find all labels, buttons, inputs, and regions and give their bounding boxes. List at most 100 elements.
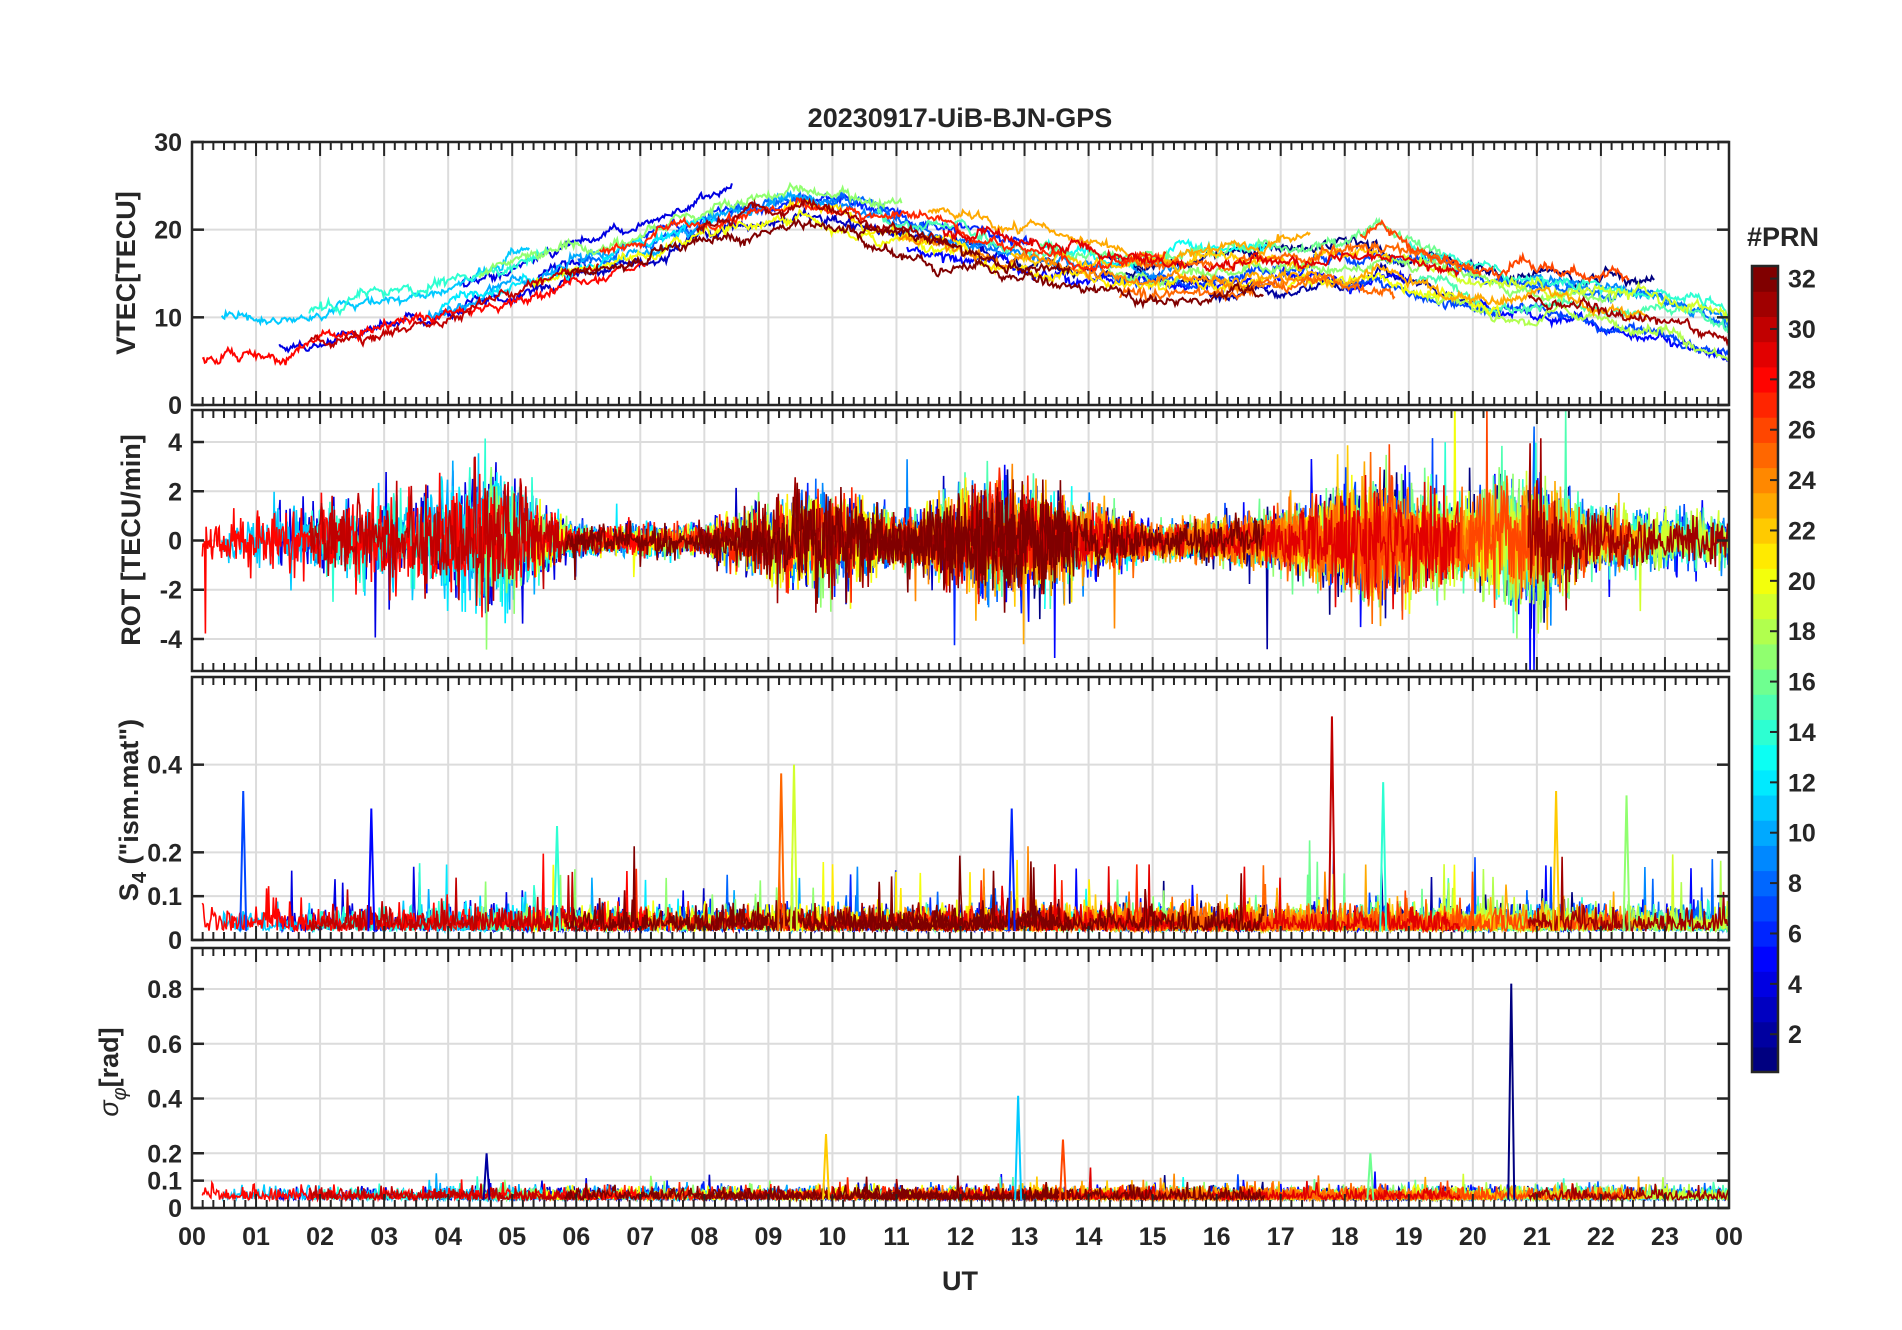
x-tick-label: 19 bbox=[1395, 1223, 1423, 1251]
colorbar-swatch bbox=[1752, 694, 1778, 720]
colorbar-swatch bbox=[1752, 643, 1778, 670]
sigma-phi-ylabel-tail: [rad] bbox=[94, 1027, 124, 1087]
colorbar-tick-label: 18 bbox=[1788, 618, 1816, 646]
rot-ylabel: ROT [TECU/min] bbox=[116, 434, 146, 645]
y-tick-label: 0 bbox=[168, 392, 182, 420]
sigma-phi-axes-frame bbox=[190, 946, 1731, 1210]
scint-peak-mark bbox=[239, 790, 248, 932]
colorbar-tick-label: 8 bbox=[1788, 870, 1802, 898]
y-tick-label: 10 bbox=[154, 304, 182, 332]
vtec-series-line bbox=[1010, 245, 1393, 274]
y-tick-label: 30 bbox=[154, 129, 182, 157]
rot-axes-frame bbox=[190, 408, 1731, 673]
x-tick-label: 03 bbox=[370, 1223, 398, 1251]
x-tick-label: 23 bbox=[1651, 1223, 1679, 1251]
rot-panel: -4 -2 0 2 4 ROT [TECU/min] bbox=[116, 408, 1731, 673]
x-tick-label: 00 bbox=[1715, 1223, 1743, 1251]
x-tick-label: 11 bbox=[883, 1223, 910, 1251]
vtec-series-line bbox=[564, 217, 1071, 277]
colorbar-tick-label: 26 bbox=[1788, 417, 1816, 445]
colorbar-tick-label: 10 bbox=[1788, 820, 1816, 848]
y-tick-label: 0.1 bbox=[147, 1168, 182, 1196]
s4-ylabel-tail: ("ism.mat") bbox=[114, 719, 144, 872]
y-tick-label: 20 bbox=[154, 217, 182, 245]
y-tick-label: 0.4 bbox=[147, 1086, 182, 1114]
colorbar-frame bbox=[1750, 264, 1780, 1074]
rot-series-line bbox=[1527, 438, 1729, 611]
x-tick-label: 16 bbox=[1203, 1223, 1231, 1251]
sigma-phi-ylabel: σφ[rad] bbox=[94, 1027, 131, 1116]
vtec-series-line bbox=[532, 208, 969, 289]
colorbar-swatch bbox=[1752, 593, 1778, 620]
scint-series-line bbox=[859, 1175, 1266, 1203]
sigma-phi-ylabel-main: σ bbox=[94, 1099, 124, 1117]
colorbar-tick-label: 30 bbox=[1788, 316, 1816, 344]
scint-peak-mark bbox=[1622, 795, 1631, 932]
x-tick-label: 05 bbox=[498, 1223, 526, 1251]
scint-peak-mark bbox=[1058, 1139, 1067, 1200]
y-tick-label: 0.2 bbox=[147, 1140, 182, 1168]
vtec-series-line bbox=[942, 225, 1188, 271]
x-axis-label: UT bbox=[942, 1266, 978, 1296]
scint-peak-mark bbox=[553, 826, 562, 932]
colorbar-tick-label: 6 bbox=[1788, 920, 1802, 948]
scint-series-line bbox=[308, 1183, 599, 1203]
x-tick-label: 08 bbox=[690, 1223, 718, 1251]
vtec-series-line bbox=[599, 196, 1167, 273]
x-tick-label: 21 bbox=[1523, 1223, 1551, 1251]
x-tick-label: 01 bbox=[242, 1223, 270, 1251]
x-tick-label: 17 bbox=[1267, 1223, 1295, 1251]
colorbar-tick-label: 20 bbox=[1788, 568, 1816, 596]
colorbar-swatch bbox=[1752, 1046, 1778, 1073]
colorbar-label: #PRN bbox=[1747, 222, 1819, 252]
x-tick-label: 18 bbox=[1331, 1223, 1359, 1251]
vtec-series-line bbox=[1208, 262, 1647, 324]
s4-ylabel-sub: 4 bbox=[129, 871, 151, 883]
rot-series-line bbox=[308, 456, 599, 612]
vtec-series-line bbox=[1039, 216, 1442, 267]
colorbar-swatch bbox=[1752, 794, 1778, 821]
vtec-series-line bbox=[927, 207, 1311, 267]
y-tick-label: 0.2 bbox=[147, 839, 182, 867]
x-tick-label: 12 bbox=[947, 1223, 975, 1251]
y-tick-label: 0.6 bbox=[147, 1031, 182, 1059]
colorbar-tick-label: 14 bbox=[1788, 719, 1816, 747]
scint-series-line bbox=[1203, 1180, 1461, 1203]
vtec-series-line bbox=[308, 263, 600, 350]
scint-peak-mark bbox=[822, 1134, 831, 1200]
colorbar-swatch bbox=[1752, 744, 1778, 771]
vtec-panel: 0 10 20 30 VTEC[TECU] bbox=[111, 129, 1731, 420]
vtec-series-line bbox=[478, 181, 903, 279]
y-tick-label: 2 bbox=[168, 478, 182, 506]
scint-peak-mark bbox=[1014, 1095, 1023, 1200]
scint-peak-mark bbox=[367, 808, 376, 932]
colorbar-tick-label: 28 bbox=[1788, 366, 1816, 394]
colorbar-swatch bbox=[1752, 946, 1778, 972]
scint-peak-mark bbox=[1507, 983, 1516, 1200]
scint-peak-mark bbox=[482, 1153, 491, 1200]
colorbar-swatch bbox=[1752, 492, 1778, 519]
y-tick-label: 4 bbox=[168, 429, 182, 457]
colorbar-swatch bbox=[1752, 291, 1778, 317]
x-tick-label: 22 bbox=[1587, 1223, 1615, 1251]
vtec-series-line bbox=[1423, 291, 1729, 362]
vtec-series-line bbox=[1359, 218, 1630, 284]
vtec-series-line bbox=[1044, 238, 1277, 270]
vtec-series-line bbox=[1203, 250, 1460, 278]
s4-ylabel-main: S bbox=[114, 883, 144, 901]
vtec-series-line bbox=[1527, 294, 1729, 347]
colorbar-swatch bbox=[1752, 391, 1778, 418]
y-tick-label: -4 bbox=[160, 626, 182, 654]
s4-ylabel: S4 ("ism.mat") bbox=[114, 719, 151, 901]
s4-panel: 0 0.1 0.2 0.4 S4 ("ism.mat") bbox=[114, 675, 1731, 955]
colorbar-swatch bbox=[1752, 895, 1778, 922]
x-tick-label: 09 bbox=[754, 1223, 782, 1251]
colorbar-swatch bbox=[1752, 442, 1778, 469]
colorbar-tick-label: 24 bbox=[1788, 467, 1816, 495]
vtec-ylabel: VTEC[TECU] bbox=[111, 191, 141, 355]
figure-title: 20230917-UiB-BJN-GPS bbox=[808, 103, 1113, 133]
scint-peak-mark bbox=[1327, 716, 1336, 932]
vtec-series-line bbox=[459, 183, 733, 288]
